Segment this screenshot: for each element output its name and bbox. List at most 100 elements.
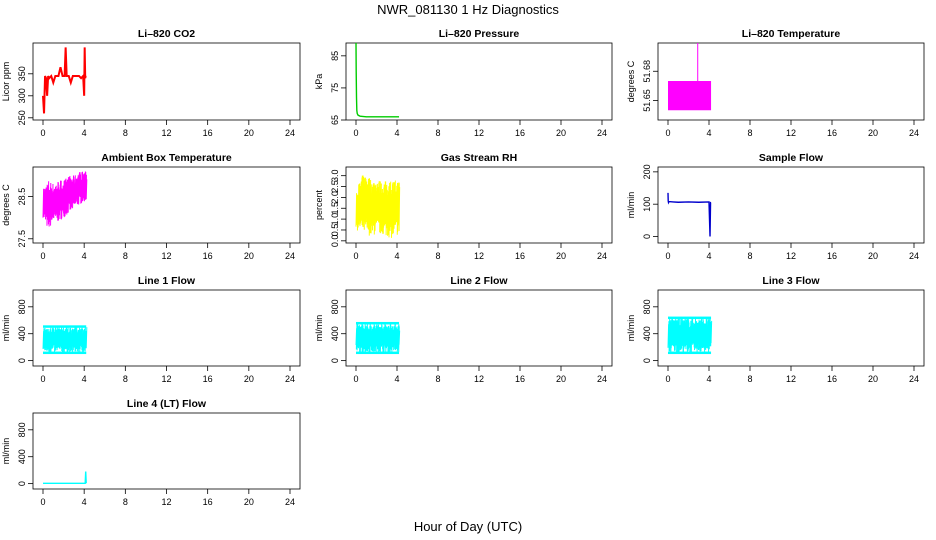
x-tick-label: 20: [868, 251, 878, 261]
x-tick-label: 4: [706, 374, 711, 384]
x-tick-label: 24: [285, 497, 295, 507]
panel: Line 1 Flow 0 4 8 12 16 20 24 0 400 800 ml/min: [1, 275, 301, 384]
figure-title: NWR_081130 1 Hz Diagnostics: [377, 2, 559, 17]
y-tick-label: 0: [330, 358, 340, 363]
x-tick-label: 12: [474, 374, 484, 384]
x-tick-label: 16: [203, 128, 213, 138]
y-tick-label: 75: [330, 83, 340, 93]
panel: Li–820 Temperature 0 4 8 12 16 20 24 51.65 51.68 d…: [626, 28, 925, 138]
x-tick-label: 4: [82, 374, 87, 384]
panel-title: Li–820 Pressure: [439, 28, 520, 40]
y-axis-label: Licor ppm: [1, 62, 11, 102]
x-tick-label: 4: [82, 251, 87, 261]
panel: Gas Stream RH 0 4 8 12 16 20 24 0.00.51.01.52.02…: [314, 152, 613, 261]
x-tick-label: 12: [786, 374, 796, 384]
data-series: [355, 323, 401, 353]
x-tick-label: 24: [285, 128, 295, 138]
x-tick-label: 8: [747, 128, 752, 138]
y-tick-label: 400: [330, 326, 340, 341]
x-tick-label: 20: [244, 128, 254, 138]
x-tick-label: 0: [353, 251, 358, 261]
x-tick-label: 12: [786, 251, 796, 261]
panel-title: Li–820 CO2: [138, 28, 195, 40]
x-tick-label: 4: [706, 128, 711, 138]
x-tick-label: 16: [203, 251, 213, 261]
data-series: [42, 171, 88, 227]
y-tick-label: 1.0: [330, 213, 340, 226]
y-tick-label: 0: [17, 358, 27, 363]
x-tick-label: 8: [747, 374, 752, 384]
x-tick-label: 24: [909, 251, 919, 261]
y-axis-label: degrees C: [1, 184, 11, 226]
x-tick-label: 16: [515, 128, 525, 138]
panel-title: Sample Flow: [759, 152, 824, 164]
x-tick-label: 8: [123, 497, 128, 507]
y-tick-label: 400: [17, 326, 27, 341]
y-tick-label: 0: [642, 234, 652, 239]
panel: Ambient Box Temperature 0 4 8 12 16 20 24 27.5 28…: [1, 152, 301, 261]
panel-title: Gas Stream RH: [441, 152, 517, 164]
x-tick-label: 20: [244, 497, 254, 507]
x-tick-label: 8: [435, 128, 440, 138]
y-tick-label: 800: [17, 299, 27, 314]
x-tick-label: 4: [82, 128, 87, 138]
x-tick-label: 16: [203, 497, 213, 507]
panel: Li–820 Pressure 0 4 8 12 16 20 24 65 75 85 kPa: [314, 28, 613, 138]
x-tick-label: 16: [203, 374, 213, 384]
y-axis-label: kPa: [314, 74, 324, 90]
x-tick-label: 16: [827, 374, 837, 384]
data-band-bottom: [668, 351, 712, 355]
x-tick-label: 0: [353, 128, 358, 138]
x-tick-label: 16: [515, 251, 525, 261]
x-tick-label: 20: [556, 374, 566, 384]
y-tick-label: 100: [642, 197, 652, 212]
y-tick-label: 800: [642, 299, 652, 314]
x-tick-label: 0: [665, 251, 670, 261]
y-tick-label: 85: [330, 51, 340, 61]
panel: Sample Flow 0 4 8 12 16 20 24 0 100 200 ml/min: [626, 152, 925, 261]
x-tick-label: 20: [244, 251, 254, 261]
x-tick-label: 24: [597, 128, 607, 138]
x-tick-label: 16: [515, 374, 525, 384]
data-band-top: [356, 321, 400, 325]
y-axis-label: ml/min: [626, 192, 636, 219]
x-tick-label: 0: [665, 128, 670, 138]
x-tick-label: 4: [82, 497, 87, 507]
panel-title: Line 3 Flow: [762, 275, 820, 287]
y-tick-label: 51.65: [642, 89, 652, 112]
x-tick-label: 0: [40, 251, 45, 261]
x-tick-label: 24: [909, 128, 919, 138]
x-tick-label: 0: [40, 128, 45, 138]
y-tick-label: 3.0: [330, 169, 340, 182]
plot-frame: [32, 412, 301, 490]
y-tick-label: 0.0: [330, 235, 340, 248]
x-tick-label: 8: [435, 374, 440, 384]
x-tick-label: 8: [435, 251, 440, 261]
x-tick-label: 12: [474, 128, 484, 138]
x-tick-label: 12: [161, 497, 171, 507]
y-tick-label: 0: [642, 358, 652, 363]
panel: Li–820 CO2 0 4 8 12 16 20 24 250 300 350 Licor ppm: [1, 28, 301, 138]
plot-frame: [657, 166, 925, 244]
y-tick-label: 65: [330, 115, 340, 125]
data-band-top: [668, 316, 712, 320]
y-tick-label: 0.5: [330, 224, 340, 237]
x-tick-label: 4: [394, 128, 399, 138]
panel-title: Line 1 Flow: [138, 275, 196, 287]
data-series: [355, 175, 401, 238]
x-tick-label: 20: [556, 251, 566, 261]
y-axis-label: ml/min: [1, 438, 11, 465]
x-tick-label: 12: [786, 128, 796, 138]
x-tick-label: 8: [747, 251, 752, 261]
y-tick-label: 300: [17, 88, 27, 103]
data-band-bottom: [43, 351, 87, 355]
y-tick-label: 2.0: [330, 191, 340, 204]
x-tick-label: 24: [597, 374, 607, 384]
panel: Line 4 (LT) Flow 0 4 8 12 16 20 24 0 400 800 ml/min: [1, 398, 301, 507]
data-series: [355, 42, 400, 118]
panel: Line 2 Flow 0 4 8 12 16 20 24 0 400 800 ml/min: [314, 275, 613, 384]
x-tick-label: 24: [285, 374, 295, 384]
y-tick-label: 250: [17, 110, 27, 125]
